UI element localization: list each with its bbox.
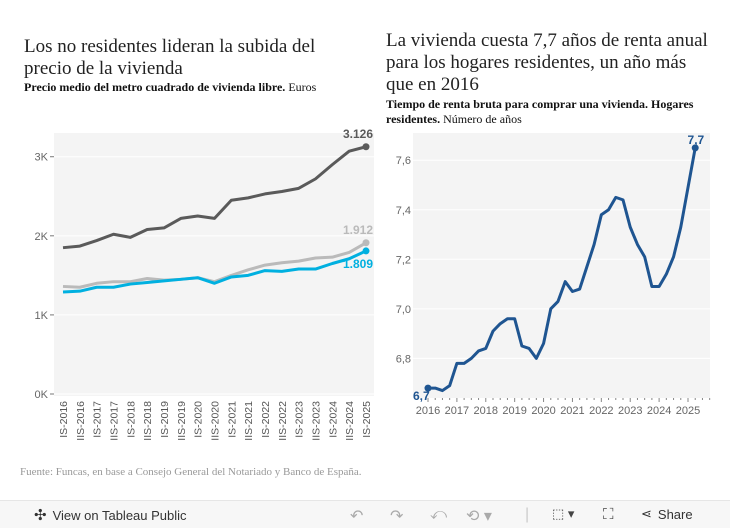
right-subtitle-unit: Número de años [440, 112, 522, 126]
left-x-tick-label: IS-2020 [193, 401, 205, 438]
right-x-tick-label: 2021 [560, 405, 584, 417]
right-x-tick-label: 2020 [531, 405, 555, 417]
right-y-tick-label: 6,8 [396, 353, 411, 365]
right-start-label: 6,7 [413, 389, 430, 403]
left-chart-subtitle: Precio medio del metro cuadrado de vivie… [24, 80, 316, 95]
right-end-label: 7,7 [688, 133, 705, 147]
left-y-tick-label: 2K [35, 231, 49, 243]
left-series-line [62, 249, 367, 294]
right-y-tick-label: 7,2 [396, 254, 411, 266]
right-chart-title: La vivienda cuesta 7,7 años de renta anu… [386, 30, 708, 95]
right-x-tick-label: 2019 [502, 405, 526, 417]
left-x-tick-label: IIS-2023 [311, 401, 323, 441]
right-chart-subtitle: Tiempo de renta bruta para comprar una v… [386, 97, 716, 127]
left-end-point [362, 247, 370, 255]
fullscreen-icon[interactable]: ⛶ [603, 506, 614, 523]
left-x-tick-label: IIS-2020 [210, 401, 222, 441]
right-x-tick-label: 2017 [445, 405, 469, 417]
left-x-tick-label: IS-2018 [125, 401, 137, 438]
left-chart-title: Los no residentes lideran la subida del … [24, 36, 316, 79]
left-subtitle-unit: Euros [285, 80, 317, 94]
left-x-tick-label: IS-2019 [159, 401, 171, 438]
right-x-tick-label: 2024 [647, 405, 671, 417]
left-end-point [362, 143, 370, 151]
left-subtitle-bold: Precio medio del metro cuadrado de vivie… [24, 80, 286, 94]
refresh-icon[interactable]: ⟲ ▾ [466, 508, 492, 525]
right-subtitle-bold: Tiempo de renta bruta para comprar una v… [386, 97, 694, 126]
left-series-line [62, 145, 367, 250]
right-plot-area [413, 133, 710, 398]
left-x-tick-label: IIS-2022 [277, 401, 289, 441]
share-button[interactable]: ⋖ Share [641, 506, 693, 522]
toolbar-divider: | [525, 506, 530, 523]
left-x-tick-label: IS-2024 [327, 401, 339, 438]
right-x-tick-label: 2025 [676, 405, 700, 417]
left-x-tick-label: IIS-2018 [142, 401, 154, 441]
right-x-tick-label: 2023 [618, 405, 642, 417]
right-x-tick-label: 2018 [474, 405, 498, 417]
right-end-point [691, 144, 699, 152]
left-x-tick-label: IIS-2021 [243, 401, 255, 441]
left-x-tick-label: IS-2021 [226, 401, 238, 438]
left-end-point [362, 239, 370, 247]
left-x-tick-label: IS-2017 [92, 401, 104, 438]
left-line-chart[interactable]: 0K 1K 2K 3K IS-2016 IIS-2016 IS-2017 IIS-2017 IS… [0, 0, 730, 460]
left-x-tick-label: IIS-2016 [75, 401, 87, 441]
source-note: Fuente: Funcas, en base a Consejo Genera… [20, 466, 362, 478]
right-start-point [424, 384, 432, 392]
left-y-tick-label: 3K [35, 152, 49, 164]
tableau-logo-icon: ✣ [34, 507, 47, 524]
share-icon: ⋖ [641, 506, 652, 521]
left-end-label: 1.809 [343, 257, 373, 271]
right-y-tick-label: 7,4 [396, 205, 411, 217]
left-x-tick-label: IIS-2019 [176, 401, 188, 441]
tableau-toolbar: ✣ View on Tableau Public ↶ ↷ ⤺ ⟲ ▾ | ⬚ ▾ … [0, 500, 730, 528]
view-on-tableau-button[interactable]: ✣ View on Tableau Public [34, 506, 187, 524]
download-icon[interactable]: ⬚ ▾ [552, 506, 575, 521]
left-end-label: 1.912 [343, 223, 373, 237]
left-x-tick-label: IIS-2024 [344, 401, 356, 441]
left-x-tick-label: IS-2025 [361, 401, 373, 438]
left-end-label: 3.126 [343, 127, 373, 141]
left-x-tick-label: IIS-2017 [109, 401, 121, 441]
right-x-tick-label: 2022 [589, 405, 613, 417]
revert-icon[interactable]: ⤺ [430, 506, 448, 523]
right-y-tick-label: 7,6 [396, 155, 411, 167]
left-x-tick-label: IS-2022 [260, 401, 272, 438]
left-x-tick-label: IS-2016 [58, 401, 70, 438]
left-plot-area [54, 133, 374, 396]
right-x-tick-label: 2016 [416, 405, 440, 417]
left-x-tick-label: IS-2023 [294, 401, 306, 438]
share-label: Share [657, 506, 693, 522]
right-y-tick-label: 7,0 [396, 304, 411, 316]
undo-icon[interactable]: ↶ [350, 508, 364, 525]
left-y-tick-label: 1K [35, 310, 49, 322]
right-series-line [428, 147, 697, 393]
view-on-tableau-label: View on Tableau Public [52, 507, 187, 523]
left-y-tick-label: 0K [35, 389, 49, 401]
redo-icon[interactable]: ↷ [390, 508, 404, 525]
